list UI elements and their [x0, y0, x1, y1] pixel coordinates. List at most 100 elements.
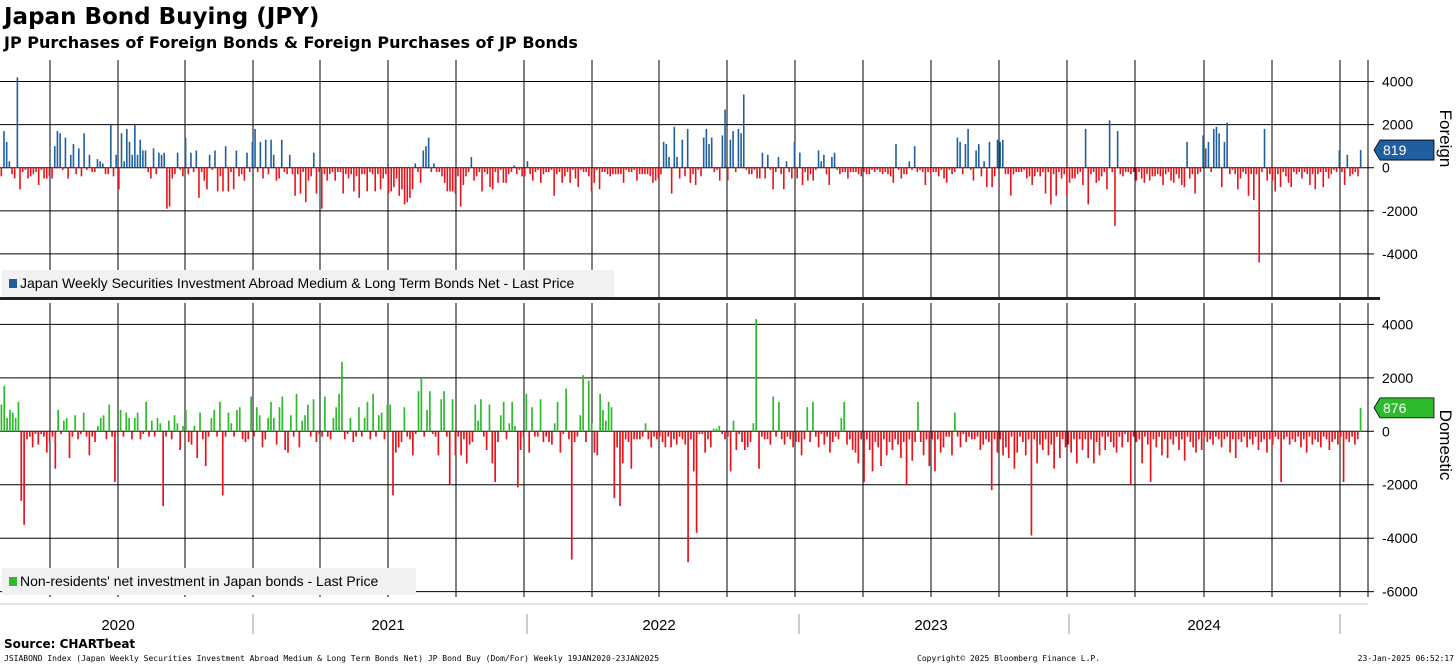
- bottom-bar: [482, 431, 485, 437]
- bottom-bar: [636, 431, 638, 440]
- bottom-bar: [386, 404, 389, 432]
- top-bar: [804, 167, 806, 173]
- bottom-bar: [1024, 431, 1027, 456]
- top-bar: [1087, 167, 1090, 205]
- bottom-bar: [661, 431, 664, 442]
- top-bar: [1346, 154, 1349, 168]
- top-bar: [1202, 135, 1204, 168]
- top-bar: [1138, 167, 1140, 173]
- top-bar: [956, 137, 959, 168]
- bottom-bar: [1271, 431, 1274, 445]
- top-bar: [676, 156, 678, 168]
- bottom-bar: [1005, 431, 1007, 448]
- top-bar: [807, 167, 809, 181]
- top-bar: [1261, 167, 1263, 173]
- bottom-last-value-badge: 876: [1373, 397, 1435, 419]
- bottom-bar: [1121, 431, 1124, 448]
- top-bar: [419, 167, 422, 183]
- bottom-bar: [40, 431, 42, 434]
- top-bar: [176, 152, 179, 168]
- top-bar: [684, 167, 686, 177]
- footer-copyright: Copyright© 2025 Bloomberg Finance L.P.: [917, 654, 1101, 663]
- top-bar: [1357, 167, 1359, 177]
- top-bar: [1204, 148, 1207, 168]
- bottom-bar: [400, 431, 403, 442]
- bottom-bar: [1002, 431, 1004, 456]
- top-bar: [879, 167, 881, 173]
- top-bar: [953, 167, 956, 173]
- top-bar: [1164, 167, 1167, 175]
- top-bar: [678, 167, 681, 179]
- bottom-bar: [1356, 431, 1359, 440]
- top-bar: [572, 167, 574, 170]
- top-bar: [288, 154, 291, 168]
- bottom-bar: [429, 391, 431, 432]
- chart-title: Japan Bond Buying (JPY): [4, 4, 320, 30]
- bottom-bar: [136, 412, 139, 432]
- bottom-bar: [71, 431, 74, 437]
- top-bar: [118, 167, 120, 190]
- top-bar: [1004, 167, 1007, 175]
- top-bar: [857, 167, 860, 175]
- bottom-bar: [675, 431, 678, 445]
- top-bar: [780, 167, 782, 175]
- bottom-bar: [505, 431, 508, 440]
- bottom-bar: [94, 431, 96, 442]
- top-bar: [347, 167, 350, 179]
- bottom-bar: [1195, 431, 1197, 453]
- bottom-bar: [443, 391, 445, 432]
- bottom-bar: [1163, 431, 1166, 440]
- bottom-bar: [945, 431, 948, 437]
- bottom-bar: [1291, 431, 1294, 440]
- top-bar: [791, 167, 793, 179]
- top-bar: [633, 167, 636, 170]
- top-bar: [1119, 167, 1122, 175]
- bottom-bar: [982, 431, 985, 445]
- top-bar: [24, 167, 27, 170]
- bottom-bar: [145, 401, 147, 432]
- top-bar: [604, 167, 606, 173]
- top-bar: [873, 167, 876, 173]
- top-bar: [1301, 167, 1303, 179]
- bottom-bar: [990, 431, 993, 491]
- bottom-bar: [1229, 431, 1231, 453]
- top-bar: [668, 156, 670, 168]
- top-bar: [232, 167, 235, 190]
- top-bar: [921, 167, 924, 173]
- top-bar: [564, 167, 566, 177]
- bottom-bar: [565, 388, 567, 432]
- bottom-bar: [857, 431, 860, 464]
- bottom-bar: [1302, 431, 1305, 440]
- top-bar: [654, 167, 657, 181]
- top-bar: [1015, 167, 1017, 173]
- bottom-bar: [587, 380, 590, 432]
- bottom-bar: [1337, 431, 1339, 445]
- bottom-bar: [216, 431, 218, 437]
- bottom-bar: [139, 431, 142, 440]
- top-bar: [451, 167, 454, 192]
- bottom-bar: [602, 409, 604, 432]
- top-bar: [841, 167, 844, 173]
- top-bar: [337, 167, 339, 173]
- top-bar: [331, 167, 334, 173]
- top-bar: [179, 167, 182, 170]
- top-bar: [403, 167, 406, 205]
- bottom-bar: [1124, 431, 1126, 434]
- top-bar: [694, 167, 697, 185]
- bottom-bar: [187, 431, 190, 442]
- bottom-bar: [477, 420, 479, 432]
- top-bar: [350, 167, 352, 175]
- bottom-bar: [1220, 431, 1223, 448]
- bottom-bar: [460, 431, 462, 456]
- bottom-bar: [814, 431, 817, 437]
- top-bar: [494, 167, 497, 173]
- bottom-bar: [746, 431, 749, 448]
- top-bar: [919, 167, 921, 170]
- bottom-bar: [789, 431, 792, 440]
- source-label: Source: CHARTbeat: [4, 637, 136, 651]
- top-axis-title: Foreign: [1436, 110, 1455, 168]
- bottom-bar: [258, 415, 261, 432]
- top-bar: [152, 148, 155, 168]
- bottom-bar: [1061, 431, 1064, 440]
- top-bar: [550, 167, 553, 170]
